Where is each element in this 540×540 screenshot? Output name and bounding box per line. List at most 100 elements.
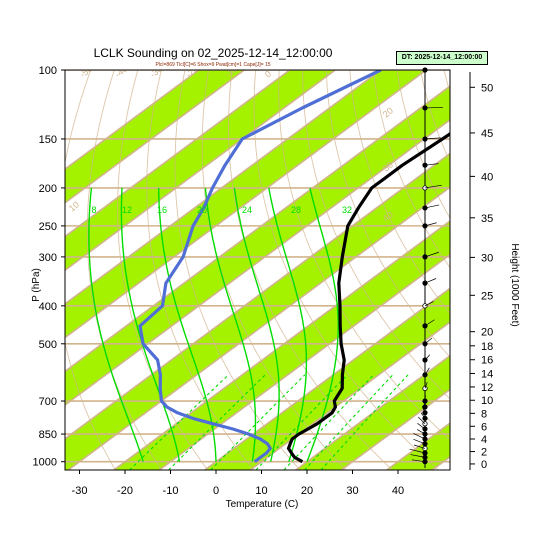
- isotherm-label: -50: [78, 64, 94, 80]
- x-tick-label: 10: [255, 485, 267, 497]
- mixing-ratio-line: [304, 374, 394, 470]
- wind-barb: [424, 337, 433, 345]
- wind-barb: [424, 354, 431, 361]
- isotherm-line: [295, 354, 450, 470]
- height-tick-label: 40: [481, 171, 493, 183]
- dry-adiabat: [117, 70, 209, 470]
- wind-barb: [411, 459, 426, 463]
- chart-subtitle: Plcl=869 Tlcl[C]=6 Shox=9 Pwat[cm]=1 Cap…: [155, 62, 270, 68]
- moist-adiabat: [120, 187, 181, 462]
- isotherm-line: [65, 70, 427, 339]
- mixing-ratio-label: 8: [91, 205, 96, 215]
- x-tick-label: -10: [163, 485, 179, 497]
- wind-barb: [424, 137, 441, 140]
- x-tick-label: -30: [72, 485, 88, 497]
- isotherm-line: [65, 118, 450, 407]
- height-tick-label: 0: [481, 459, 487, 471]
- p-tick-label: 150: [39, 134, 57, 146]
- mixing-ratio-label: 28: [291, 205, 301, 215]
- x-tick-label: -20: [117, 485, 133, 497]
- isotherm-line: [65, 70, 245, 204]
- dry-adiabat: [146, 70, 255, 470]
- height-tick-label: 8: [481, 408, 487, 420]
- p-tick-label: 300: [39, 252, 57, 264]
- isotherm-label: 0: [263, 69, 273, 80]
- isotherm-label: 40: [381, 209, 395, 223]
- p-tick-label: 200: [39, 183, 57, 195]
- wind-barb: [413, 433, 426, 440]
- wind-barb: [424, 204, 440, 209]
- isotherm-line: [65, 85, 450, 373]
- height-tick-label: 50: [481, 82, 493, 94]
- p-tick-label: 700: [39, 396, 57, 408]
- temperature-profile: [286, 131, 450, 464]
- height-tick-label: 12: [481, 382, 493, 394]
- wind-barb: [409, 448, 426, 454]
- height-tick-label: 25: [481, 290, 493, 302]
- y-axis-label-left: P (hPa): [31, 268, 42, 302]
- isotherm-line: [340, 388, 450, 470]
- mixing-ratio-line: [320, 374, 409, 470]
- wind-barb: [424, 301, 434, 307]
- height-tick-label: 35: [481, 213, 493, 225]
- p-tick-label: 250: [39, 221, 57, 233]
- moist-adiabat: [88, 187, 144, 462]
- isotherm-line: [65, 70, 200, 171]
- isotherm-label: -30: [148, 64, 164, 80]
- isotherm-band: [65, 86, 450, 406]
- height-tick-label: 2: [481, 447, 487, 459]
- dry-adiabat: [278, 70, 450, 441]
- mixing-ratio-label: 20: [197, 205, 207, 215]
- isotherm-label: -10: [223, 64, 239, 80]
- mixing-ratio-line: [283, 374, 374, 470]
- mixing-ratio-label: 16: [157, 205, 167, 215]
- isotherm-line: [67, 186, 450, 470]
- isotherm-line: [65, 152, 450, 440]
- isotherm-label: -20: [184, 64, 200, 80]
- wind-barb: [424, 251, 439, 258]
- x-tick-label: 0: [213, 485, 219, 497]
- isotherm-label: 30: [381, 159, 395, 173]
- wind-barb: [424, 163, 439, 166]
- p-tick-label: 850: [39, 429, 57, 441]
- wind-barb-column: [409, 67, 443, 468]
- x-tick-label: 40: [392, 485, 404, 497]
- wind-barb: [416, 429, 426, 435]
- mixing-ratio-label: 24: [242, 205, 252, 215]
- isotherm-label: 10: [67, 199, 81, 213]
- isotherm-line: [65, 70, 382, 305]
- wind-barb: [424, 278, 437, 284]
- wind-barb: [424, 184, 442, 189]
- datetime-badge: DT: 2025-12-14_12:00:00: [396, 51, 488, 65]
- wind-barb: [420, 412, 426, 419]
- p-tick-label: 100: [39, 65, 57, 77]
- isotherm-line: [65, 70, 291, 238]
- dewpoint-profile: [138, 70, 382, 463]
- mixing-ratio-label: 32: [342, 205, 352, 215]
- dry-adiabat: [174, 70, 301, 470]
- chart-title: LCLK Sounding on 02_2025-12-14_12:00:00: [94, 46, 333, 60]
- dry-adiabat: [349, 70, 450, 315]
- dry-adiabat: [372, 70, 450, 269]
- p-tick-label: 1000: [33, 457, 57, 469]
- moist-adiabat: [233, 187, 280, 462]
- isotherm-band: [65, 153, 450, 470]
- wind-barb: [418, 416, 426, 424]
- isotherm-line: [204, 287, 450, 470]
- height-tick-label: 30: [481, 252, 493, 264]
- wind-barb: [410, 454, 426, 458]
- mixing-ratio-label: 12: [122, 205, 132, 215]
- wind-barb: [413, 444, 426, 449]
- plot-frame: [64, 69, 451, 471]
- dry-adiabat: [325, 70, 450, 358]
- x-tick-label: 20: [301, 485, 313, 497]
- x-axis-label: Temperature (C): [226, 499, 299, 510]
- isotherm-line: [113, 219, 450, 470]
- wind-barb: [413, 439, 426, 445]
- isotherm-label: 20: [381, 105, 395, 119]
- wind-barb: [424, 107, 443, 109]
- dry-adiabat: [468, 70, 540, 470]
- x-tick-label: 30: [346, 485, 358, 497]
- y-axis-label-right: Height (1000 Feet): [509, 243, 520, 326]
